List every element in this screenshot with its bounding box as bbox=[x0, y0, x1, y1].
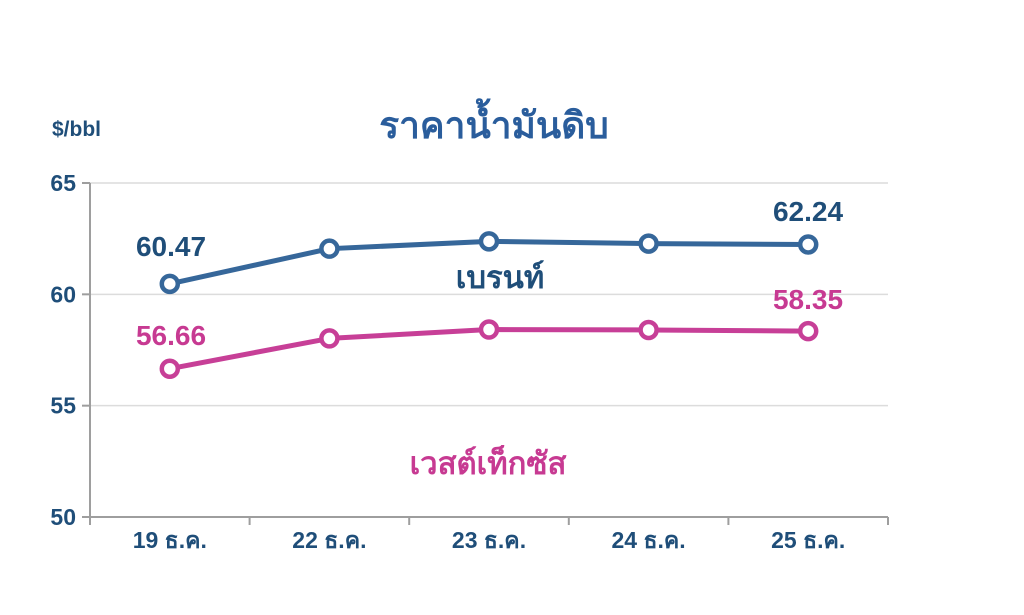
data-point-marker bbox=[797, 320, 819, 342]
x-tick-label: 19 ธ.ค. bbox=[133, 527, 207, 553]
x-tick-label: 25 ธ.ค. bbox=[771, 527, 845, 553]
y-tick-label: 60 bbox=[50, 281, 76, 307]
westtexas-last-value-label: 58.35 bbox=[772, 284, 844, 315]
westtexas-series-label: เวสต์เท็กซัส bbox=[409, 446, 567, 481]
y-tick-label: 50 bbox=[50, 504, 76, 530]
westtexas-first-value-label: 56.66 bbox=[135, 320, 207, 351]
brent-first-value-label: 60.47 bbox=[135, 231, 207, 262]
x-tick-label: 22 ธ.ค. bbox=[292, 527, 366, 553]
x-tick-label: 24 ธ.ค. bbox=[612, 527, 686, 553]
data-point-marker bbox=[478, 319, 500, 340]
data-point-marker bbox=[159, 358, 181, 379]
data-point-marker bbox=[638, 233, 659, 254]
data-point-marker bbox=[797, 234, 819, 255]
y-tick-label: 65 bbox=[50, 170, 76, 196]
brent-last-value-label: 62.24 bbox=[772, 196, 844, 227]
data-point-marker bbox=[319, 238, 340, 259]
data-point-marker bbox=[478, 231, 500, 252]
data-point-marker bbox=[638, 319, 659, 341]
data-point-marker bbox=[319, 328, 340, 349]
brent-series-label: เบรนท์ bbox=[455, 260, 545, 295]
data-point-marker bbox=[159, 273, 181, 295]
chart-title: ราคาน้ำมันดิบ bbox=[379, 105, 609, 146]
x-tick-label: 23 ธ.ค. bbox=[452, 527, 526, 553]
y-axis-unit-label: $/bbl bbox=[52, 118, 102, 141]
y-tick-label: 55 bbox=[50, 393, 76, 419]
